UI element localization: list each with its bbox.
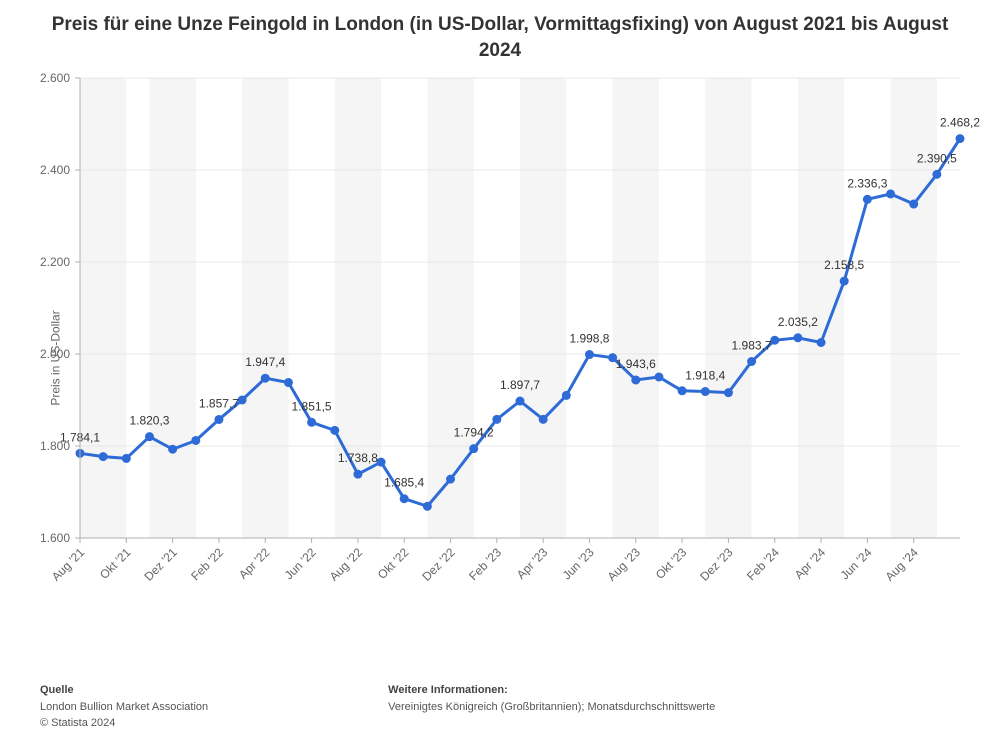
footer: Quelle London Bullion Market Association… xyxy=(40,683,960,731)
svg-text:Apr '24: Apr '24 xyxy=(792,545,829,582)
svg-text:Aug '22: Aug '22 xyxy=(327,545,366,584)
svg-text:1.738,8: 1.738,8 xyxy=(338,451,378,465)
svg-text:1.998,8: 1.998,8 xyxy=(569,332,609,346)
svg-text:2.468,2: 2.468,2 xyxy=(940,116,980,130)
svg-text:1.794,2: 1.794,2 xyxy=(454,426,494,440)
svg-text:1.983,7: 1.983,7 xyxy=(732,338,772,352)
chart-container: Preis in US-Dollar 1.6001.8002.0002.2002… xyxy=(0,68,1000,648)
svg-text:2.158,5: 2.158,5 xyxy=(824,258,864,272)
footer-info: Weitere Informationen: Vereinigtes König… xyxy=(388,683,715,731)
svg-text:1.918,4: 1.918,4 xyxy=(685,369,725,383)
svg-text:Aug '21: Aug '21 xyxy=(49,545,88,584)
svg-text:1.947,4: 1.947,4 xyxy=(245,355,285,369)
svg-text:1.897,7: 1.897,7 xyxy=(500,378,540,392)
svg-text:1.820,3: 1.820,3 xyxy=(129,414,169,428)
footer-info-line: Vereinigtes Königreich (Großbritannien);… xyxy=(388,700,715,715)
svg-text:Aug '24: Aug '24 xyxy=(882,545,921,584)
line-chart: 1.6001.8002.0002.2002.4002.600Aug '21Okt… xyxy=(0,68,1000,648)
svg-text:1.685,4: 1.685,4 xyxy=(384,476,424,490)
footer-copyright: © Statista 2024 xyxy=(40,716,208,731)
svg-text:1.600: 1.600 xyxy=(40,531,70,545)
footer-source: Quelle London Bullion Market Association… xyxy=(40,683,208,731)
svg-text:Apr '23: Apr '23 xyxy=(514,545,551,582)
svg-text:Okt '23: Okt '23 xyxy=(653,545,690,582)
svg-text:2.336,3: 2.336,3 xyxy=(847,176,887,190)
y-axis-label: Preis in US-Dollar xyxy=(49,310,63,405)
svg-text:Okt '21: Okt '21 xyxy=(97,545,134,582)
svg-text:2.200: 2.200 xyxy=(40,255,70,269)
svg-text:Feb '23: Feb '23 xyxy=(466,545,504,583)
footer-info-heading: Weitere Informationen: xyxy=(388,683,715,698)
svg-text:Jun '24: Jun '24 xyxy=(838,545,875,582)
svg-text:Dez '21: Dez '21 xyxy=(141,545,180,584)
svg-text:Dez '22: Dez '22 xyxy=(419,545,458,584)
footer-source-line: London Bullion Market Association xyxy=(40,700,208,715)
svg-text:1.851,5: 1.851,5 xyxy=(292,399,332,413)
svg-text:Okt '22: Okt '22 xyxy=(375,545,412,582)
svg-text:1.943,6: 1.943,6 xyxy=(616,357,656,371)
svg-text:Jun '23: Jun '23 xyxy=(560,545,597,582)
svg-text:2.035,2: 2.035,2 xyxy=(778,315,818,329)
svg-text:Aug '23: Aug '23 xyxy=(605,545,644,584)
svg-text:2.600: 2.600 xyxy=(40,71,70,85)
svg-text:Feb '24: Feb '24 xyxy=(744,545,782,583)
svg-text:Dez '23: Dez '23 xyxy=(697,545,736,584)
svg-text:Apr '22: Apr '22 xyxy=(236,545,273,582)
svg-text:2.390,5: 2.390,5 xyxy=(917,151,957,165)
svg-text:1.857,7: 1.857,7 xyxy=(199,396,239,410)
svg-text:Jun '22: Jun '22 xyxy=(282,545,319,582)
chart-title: Preis für eine Unze Feingold in London (… xyxy=(0,0,1000,67)
footer-source-heading: Quelle xyxy=(40,683,208,698)
svg-text:Feb '22: Feb '22 xyxy=(188,545,226,583)
svg-text:2.400: 2.400 xyxy=(40,163,70,177)
